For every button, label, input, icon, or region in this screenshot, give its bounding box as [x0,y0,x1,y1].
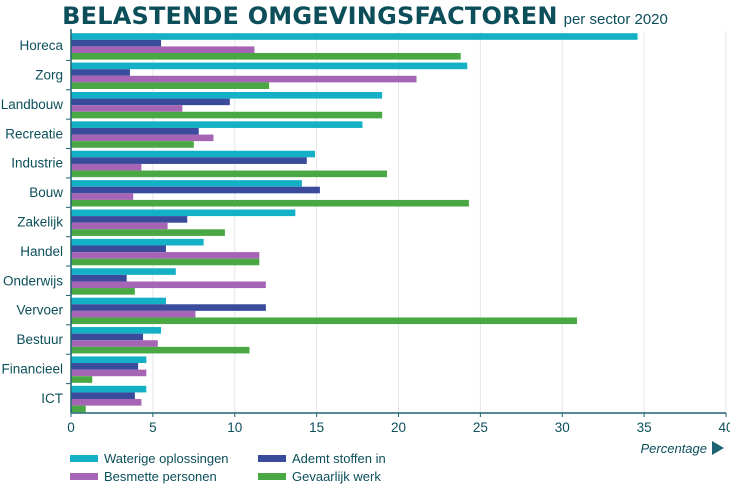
bar-industrie-series-3 [71,163,142,171]
bar-recreatie-series-2 [71,127,199,135]
category-label-recreatie: Recreatie [5,126,63,141]
bar-landbouw-series-1 [71,91,383,99]
bar-handel-series-4 [71,258,260,266]
x-tick-label-10: 10 [227,420,242,435]
bar-industrie-series-2 [71,157,307,164]
x-tick-label-5: 5 [149,420,157,435]
category-label-handel: Handel [20,244,63,259]
bar-horeca-series-4 [71,53,461,60]
bar-recreatie-series-3 [71,134,214,142]
bar-ict-series-3 [71,399,142,406]
bar-zorg-series-1 [71,62,468,70]
category-label-bouw: Bouw [29,185,63,200]
legend-label: Gevaarlijk werk [292,468,381,484]
bar-onderwijs-series-4 [71,288,135,295]
bar-financieel-series-3 [71,369,147,377]
x-tick-label-0: 0 [67,420,75,435]
legend-label: Ademt stoffen in [292,450,386,466]
bar-zakelijk-series-1 [71,209,296,217]
legend-swatch [258,472,286,480]
legend-item-4: Gevaarlijk werk [258,468,448,484]
legend-label: Waterige oplossingen [104,450,229,466]
x-tick-labels: 0 5 10 15 20 25 30 35 40 [67,420,730,435]
x-tick-label-30: 30 [555,420,570,435]
x-axis-title: Percentage [641,441,708,456]
legend-swatch [258,454,286,462]
bar-landbouw-series-2 [71,98,230,106]
category-label-industrie: Industrie [11,156,63,171]
bar-onderwijs-series-3 [71,281,266,289]
x-tick-label-35: 35 [637,420,652,435]
axes [66,29,727,417]
legend-item-1: Waterige oplossingen [70,450,258,466]
x-tick-label-15: 15 [309,420,324,435]
bar-recreatie-series-4 [71,141,194,148]
category-label-bestuur: Bestuur [16,332,63,347]
bar-financieel-series-4 [71,376,93,383]
bars [71,33,638,413]
chart-subtitle: per sector 2020 [563,11,668,28]
bar-horeca-series-3 [71,46,255,53]
chart-title-block: BELASTENDE OMGEVINGSFACTOREN per sector 2… [0,2,730,30]
category-label-zakelijk: Zakelijk [17,215,63,230]
chart-title: BELASTENDE OMGEVINGSFACTOREN [62,2,558,30]
bar-horeca-series-1 [71,33,638,40]
x-tick-label-40: 40 [718,420,730,435]
bar-bestuur-series-4 [71,346,250,354]
bar-bouw-series-4 [71,199,469,207]
x-tick-label-20: 20 [391,420,406,435]
bar-bestuur-series-1 [71,327,162,334]
bar-zakelijk-series-3 [71,222,168,230]
bar-vervoer-series-4 [71,317,577,325]
bar-landbouw-series-3 [71,105,183,112]
bar-industrie-series-1 [71,150,315,158]
bar-handel-series-1 [71,238,204,246]
bar-bestuur-series-2 [71,333,144,341]
bar-handel-series-2 [71,245,166,253]
bar-ict-series-1 [71,385,147,393]
category-label-financieel: Financieel [1,361,63,376]
legend-item-2: Ademt stoffen in [258,450,448,466]
bar-recreatie-series-1 [71,121,363,128]
bar-horeca-series-2 [71,39,162,47]
bar-bouw-series-2 [71,186,320,194]
bar-zorg-series-4 [71,82,270,89]
category-labels: Horeca Zorg Landbouw Recreatie Industrie Bouw… [1,38,64,406]
bar-bouw-series-3 [71,193,134,200]
category-label-landbouw: Landbouw [1,97,64,112]
category-label-onderwijs: Onderwijs [3,273,63,288]
bar-zorg-series-2 [71,69,130,76]
legend-swatch [70,472,98,480]
category-label-ict: ICT [41,391,63,406]
x-axis-arrow-icon [712,441,724,455]
bar-landbouw-series-4 [71,111,383,119]
bar-bouw-series-1 [71,180,302,187]
legend-item-3: Besmette personen [70,468,258,484]
bar-industrie-series-4 [71,170,388,178]
bar-vervoer-series-3 [71,310,196,318]
bar-handel-series-3 [71,252,260,259]
bar-ict-series-2 [71,392,135,400]
x-tick-label-25: 25 [473,420,488,435]
bar-zorg-series-3 [71,75,417,83]
legend-swatch [70,454,98,462]
bar-financieel-series-1 [71,356,147,364]
bar-ict-series-4 [71,405,86,413]
bar-vervoer-series-1 [71,297,166,305]
legend-label: Besmette personen [104,468,217,484]
legend: Waterige oplossingen Ademt stoffen in Besm… [70,450,450,484]
category-label-horeca: Horeca [19,38,63,53]
bar-bestuur-series-3 [71,340,158,347]
category-label-zorg: Zorg [35,68,63,83]
bar-zakelijk-series-2 [71,216,188,223]
bar-onderwijs-series-1 [71,268,176,275]
bar-vervoer-series-2 [71,304,266,311]
category-label-vervoer: Vervoer [16,303,63,318]
bar-financieel-series-2 [71,363,139,370]
bar-onderwijs-series-2 [71,274,127,282]
bar-zakelijk-series-4 [71,229,225,236]
